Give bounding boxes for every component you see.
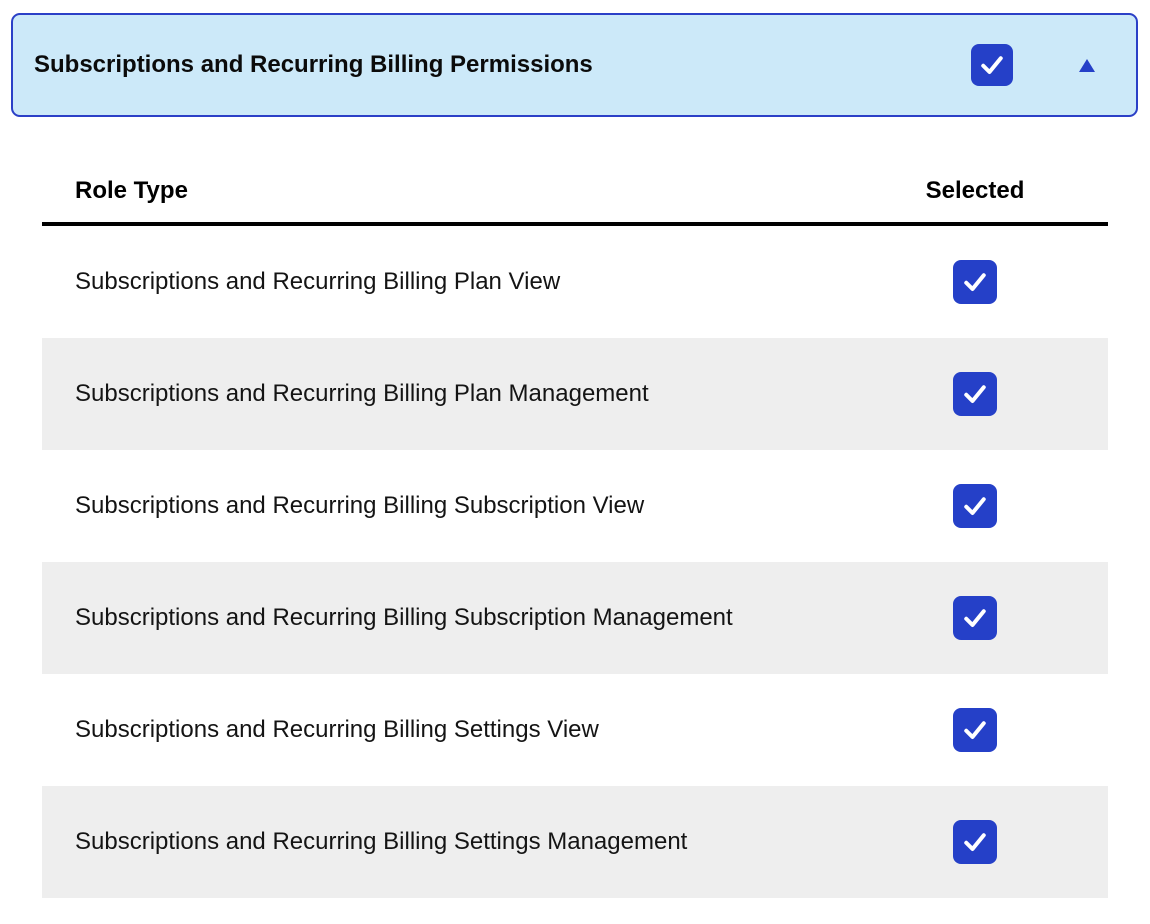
- table-row: Subscriptions and Recurring Billing Subs…: [42, 562, 1108, 674]
- table-body: Subscriptions and Recurring Billing Plan…: [42, 226, 1108, 898]
- role-type-label: Subscriptions and Recurring Billing Plan…: [75, 268, 561, 295]
- checkmark-icon: [960, 379, 990, 409]
- checkmark-icon: [960, 267, 990, 297]
- column-header-selected: Selected: [925, 177, 1025, 204]
- role-type-label: Subscriptions and Recurring Billing Sett…: [75, 716, 599, 743]
- permissions-table: Role Type Selected Subscriptions and Rec…: [42, 160, 1108, 898]
- checkmark-icon: [960, 715, 990, 745]
- selected-cell: [900, 372, 1050, 416]
- section-title: Subscriptions and Recurring Billing Perm…: [34, 51, 593, 78]
- row-checkbox[interactable]: [953, 484, 997, 528]
- checkmark-icon: [960, 491, 990, 521]
- role-type-label: Subscriptions and Recurring Billing Sett…: [75, 828, 688, 855]
- table-row: Subscriptions and Recurring Billing Sett…: [42, 786, 1108, 898]
- table-row: Subscriptions and Recurring Billing Plan…: [42, 338, 1108, 450]
- selected-cell: [900, 820, 1050, 864]
- selected-cell: [900, 484, 1050, 528]
- row-checkbox[interactable]: [953, 596, 997, 640]
- role-type-label: Subscriptions and Recurring Billing Subs…: [75, 492, 645, 519]
- table-row: Subscriptions and Recurring Billing Subs…: [42, 450, 1108, 562]
- table-row: Subscriptions and Recurring Billing Sett…: [42, 674, 1108, 786]
- checkmark-icon: [960, 827, 990, 857]
- column-header-role-type: Role Type: [75, 177, 188, 204]
- permissions-section-header[interactable]: Subscriptions and Recurring Billing Perm…: [11, 13, 1138, 117]
- checkmark-icon: [977, 50, 1007, 80]
- role-type-label: Subscriptions and Recurring Billing Plan…: [75, 380, 649, 407]
- collapse-triangle-up-icon[interactable]: [1079, 58, 1095, 72]
- table-row: Subscriptions and Recurring Billing Plan…: [42, 226, 1108, 338]
- section-select-all-checkbox[interactable]: [971, 44, 1013, 86]
- row-checkbox[interactable]: [953, 820, 997, 864]
- checkmark-icon: [960, 603, 990, 633]
- row-checkbox[interactable]: [953, 260, 997, 304]
- row-checkbox[interactable]: [953, 708, 997, 752]
- role-type-label: Subscriptions and Recurring Billing Subs…: [75, 604, 733, 631]
- selected-cell: [900, 260, 1050, 304]
- selected-cell: [900, 708, 1050, 752]
- table-header-row: Role Type Selected: [42, 160, 1108, 226]
- selected-cell: [900, 596, 1050, 640]
- row-checkbox[interactable]: [953, 372, 997, 416]
